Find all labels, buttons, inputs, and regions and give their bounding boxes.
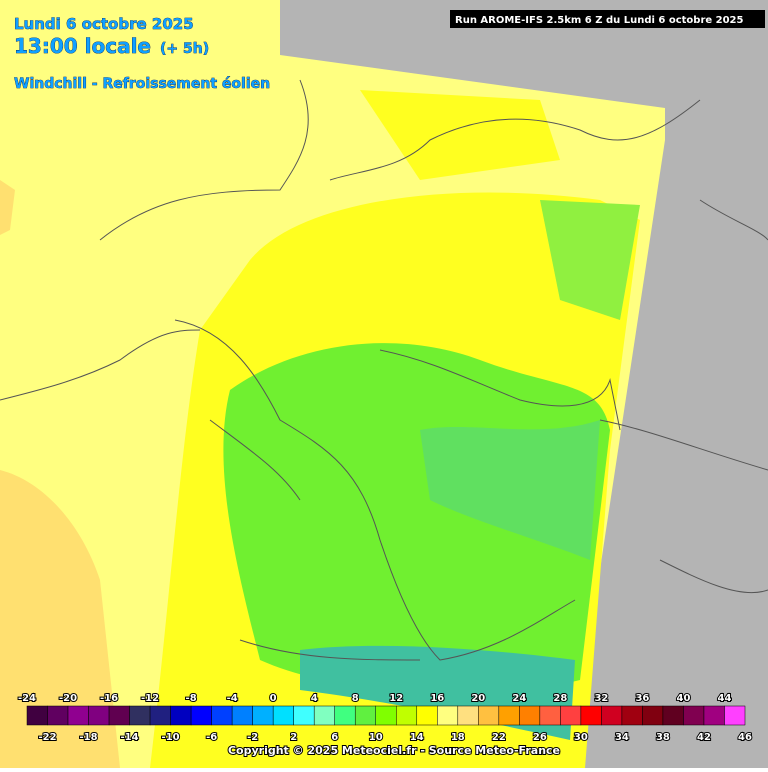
time: 13:00 locale bbox=[14, 34, 151, 58]
legend-swatch bbox=[375, 705, 397, 726]
date: Lundi 6 octobre 2025 bbox=[14, 15, 194, 33]
legend-swatch bbox=[334, 705, 356, 726]
legend-swatch bbox=[47, 705, 69, 726]
legend-label: -16 bbox=[100, 693, 118, 704]
legend-swatch bbox=[724, 705, 746, 726]
legend-swatch bbox=[642, 705, 664, 726]
legend-label: 46 bbox=[738, 732, 752, 743]
warm-zone bbox=[0, 180, 15, 235]
legend-swatch bbox=[703, 705, 725, 726]
legend-label: 42 bbox=[697, 732, 711, 743]
parameter: Windchill - Refroissement éolien bbox=[14, 76, 270, 92]
legend-label: 22 bbox=[492, 732, 506, 743]
legend-label: 36 bbox=[635, 693, 649, 704]
legend-label: -6 bbox=[206, 732, 217, 743]
borders bbox=[0, 79, 768, 661]
legend-label: -8 bbox=[186, 693, 197, 704]
legend-swatch bbox=[211, 705, 233, 726]
legend-label: 4 bbox=[311, 693, 318, 704]
copyright: Copyright © 2025 Meteociel.fr - Source M… bbox=[228, 744, 560, 757]
green-zone bbox=[540, 200, 640, 320]
legend-swatch bbox=[519, 705, 541, 726]
green-zone bbox=[420, 420, 600, 560]
offset: (+ 5h) bbox=[160, 41, 209, 57]
legend-label: 6 bbox=[331, 732, 338, 743]
yellow-zone bbox=[360, 90, 560, 180]
legend-swatch bbox=[88, 705, 110, 726]
legend-swatch bbox=[170, 705, 192, 726]
legend-swatch bbox=[416, 705, 438, 726]
legend-swatch bbox=[26, 705, 48, 726]
legend-swatch bbox=[662, 705, 684, 726]
legend-swatch bbox=[437, 705, 459, 726]
legend-swatch bbox=[293, 705, 315, 726]
legend-swatch bbox=[272, 705, 294, 726]
legend-label: 8 bbox=[352, 693, 359, 704]
legend-swatch bbox=[108, 705, 130, 726]
legend-swatch bbox=[313, 705, 335, 726]
legend-swatch bbox=[539, 705, 561, 726]
legend-label: 38 bbox=[656, 732, 670, 743]
legend-label: 0 bbox=[270, 693, 277, 704]
run-box bbox=[450, 10, 765, 28]
legend-swatch bbox=[580, 705, 602, 726]
legend-label: -10 bbox=[162, 732, 180, 743]
warm-zone bbox=[0, 470, 120, 768]
legend-label: 30 bbox=[574, 732, 588, 743]
legend-label: 10 bbox=[369, 732, 383, 743]
legend-swatch bbox=[231, 705, 253, 726]
legend-label: 16 bbox=[430, 693, 444, 704]
legend-label: 14 bbox=[410, 732, 424, 743]
legend-label: -2 bbox=[247, 732, 258, 743]
legend-label: -18 bbox=[80, 732, 98, 743]
legend-swatch bbox=[190, 705, 212, 726]
legend: -24-22-20-18-16-14-12-10-8-6-4-202468101… bbox=[17, 692, 753, 744]
legend-label: 26 bbox=[533, 732, 547, 743]
legend-label: -12 bbox=[141, 693, 159, 704]
legend-swatch bbox=[457, 705, 479, 726]
legend-label: 28 bbox=[553, 693, 567, 704]
legend-swatch bbox=[498, 705, 520, 726]
legend-label: 2 bbox=[290, 732, 297, 743]
legend-label: -24 bbox=[18, 693, 36, 704]
legend-label: 18 bbox=[451, 732, 465, 743]
legend-swatch bbox=[149, 705, 171, 726]
legend-swatch bbox=[560, 705, 582, 726]
legend-swatch bbox=[621, 705, 643, 726]
legend-label: 24 bbox=[512, 693, 526, 704]
legend-swatch bbox=[354, 705, 376, 726]
legend-swatch bbox=[129, 705, 151, 726]
legend-label: 32 bbox=[594, 693, 608, 704]
legend-label: 44 bbox=[718, 693, 732, 704]
legend-swatch bbox=[683, 705, 705, 726]
legend-label: -4 bbox=[227, 693, 238, 704]
legend-swatch bbox=[478, 705, 500, 726]
legend-label: 34 bbox=[615, 732, 629, 743]
legend-swatch bbox=[67, 705, 89, 726]
legend-label: -20 bbox=[59, 693, 77, 704]
run-info: Run AROME-IFS 2.5km 6 Z du Lundi 6 octob… bbox=[455, 15, 744, 26]
legend-swatch bbox=[601, 705, 623, 726]
legend-label: 20 bbox=[471, 693, 485, 704]
legend-label: 40 bbox=[676, 693, 690, 704]
legend-swatch bbox=[252, 705, 274, 726]
legend-label: -14 bbox=[121, 732, 139, 743]
legend-swatch bbox=[396, 705, 418, 726]
legend-label: -22 bbox=[38, 732, 56, 743]
legend-label: 12 bbox=[389, 693, 403, 704]
